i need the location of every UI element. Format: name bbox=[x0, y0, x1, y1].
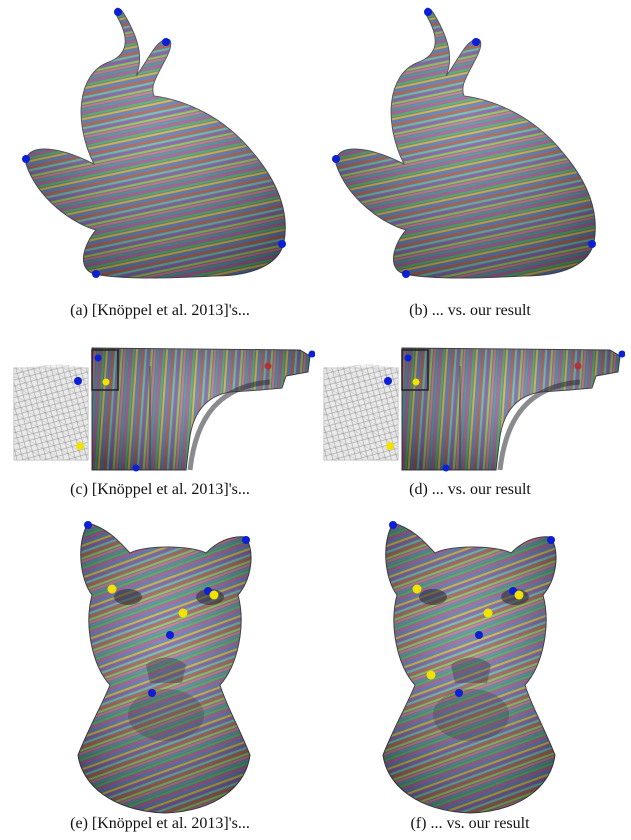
singularity-dot bbox=[278, 240, 286, 248]
panel-b-bunny bbox=[324, 4, 614, 289]
singularity-dot bbox=[412, 378, 420, 386]
panel-a-bunny bbox=[14, 4, 304, 289]
singularity-dot bbox=[114, 8, 122, 16]
singularity-dot bbox=[404, 354, 412, 362]
zoom-box bbox=[401, 349, 429, 391]
singularity-dot bbox=[92, 270, 100, 278]
singularity-dot bbox=[178, 608, 188, 618]
singularity-dot bbox=[402, 270, 410, 278]
singularity-dot bbox=[166, 631, 174, 639]
caption-a: (a) [Knöppel et al. 2013]'s... bbox=[70, 302, 250, 319]
singularity-dot bbox=[483, 608, 493, 618]
singularity-dot bbox=[412, 584, 422, 594]
singularity-dot bbox=[386, 442, 394, 450]
caption-f: (f) ... vs. our result bbox=[410, 815, 530, 832]
singularity-dot bbox=[308, 350, 315, 358]
panel-d-part bbox=[320, 346, 625, 476]
singularity-dot bbox=[107, 584, 117, 594]
singularity-dot bbox=[162, 38, 170, 46]
singularity-dot bbox=[102, 378, 110, 386]
part-render-c bbox=[13, 347, 315, 472]
caption-d: (d) ... vs. our result bbox=[409, 481, 531, 498]
singularity-dot bbox=[475, 631, 483, 639]
lion-render-f bbox=[382, 521, 557, 814]
caption-e: (e) [Knöppel et al. 2013]'s... bbox=[70, 815, 250, 832]
caption-b: (b) ... vs. our result bbox=[409, 302, 531, 319]
singularity-dot bbox=[547, 536, 555, 544]
caption-c: (c) [Knöppel et al. 2013]'s... bbox=[70, 481, 250, 498]
singularity-dot bbox=[264, 362, 272, 370]
singularity-dot bbox=[332, 155, 340, 163]
singularity-dot bbox=[472, 38, 480, 46]
bunny-render-a bbox=[22, 7, 286, 279]
singularity-dot bbox=[442, 464, 450, 472]
mesh-inset bbox=[323, 364, 399, 461]
singularity-dot bbox=[424, 8, 432, 16]
panel-e-lion bbox=[50, 515, 280, 815]
lion-render-e bbox=[77, 521, 252, 814]
mesh-inset bbox=[13, 364, 89, 461]
singularity-dot bbox=[389, 521, 397, 529]
singularity-dot bbox=[574, 362, 582, 370]
bunny-render-b bbox=[332, 7, 596, 279]
singularity-dot bbox=[618, 350, 625, 358]
singularity-dot bbox=[242, 536, 250, 544]
singularity-dot bbox=[514, 590, 524, 600]
singularity-dot bbox=[84, 521, 92, 529]
singularity-dot bbox=[209, 590, 219, 600]
singularity-dot bbox=[426, 670, 436, 680]
singularity-dot bbox=[74, 377, 82, 385]
part-render-d bbox=[323, 347, 625, 472]
singularity-dot bbox=[94, 354, 102, 362]
singularity-dot bbox=[22, 155, 30, 163]
singularity-dot bbox=[148, 689, 156, 697]
singularity-dot bbox=[76, 442, 84, 450]
singularity-dot bbox=[384, 377, 392, 385]
panel-f-lion bbox=[355, 515, 585, 815]
panel-c-part bbox=[10, 346, 315, 476]
zoom-box bbox=[91, 349, 119, 391]
singularity-dot bbox=[132, 464, 140, 472]
singularity-dot bbox=[455, 689, 463, 697]
singularity-dot bbox=[588, 240, 596, 248]
